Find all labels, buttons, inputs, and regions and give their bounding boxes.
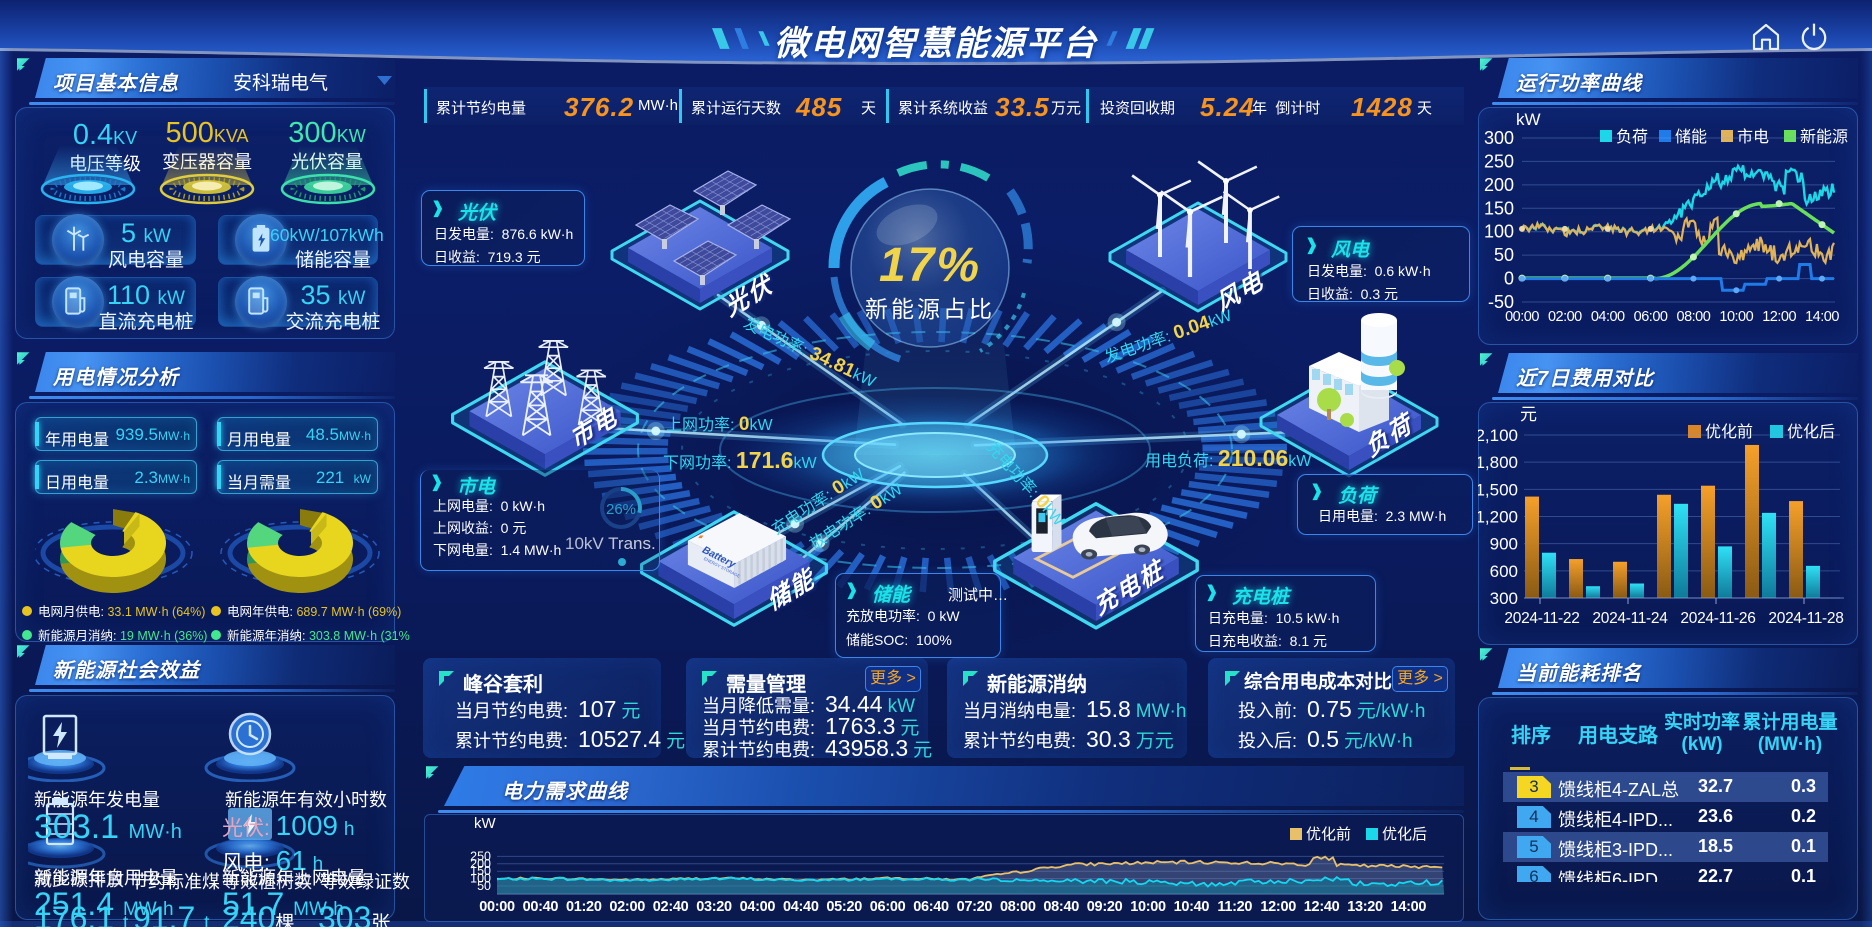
svg-text:14:00: 14:00	[1805, 309, 1839, 325]
svg-text:08:00: 08:00	[1000, 899, 1036, 915]
svg-text:900: 900	[1490, 535, 1518, 554]
svg-text:13:20: 13:20	[1347, 899, 1383, 915]
svg-text:优化前: 优化前	[1306, 826, 1351, 843]
svg-text:10:00: 10:00	[1719, 309, 1753, 325]
svg-text:新能源占比: 新能源占比	[865, 296, 995, 322]
svg-text:-50: -50	[1488, 292, 1514, 312]
svg-text:09:20: 09:20	[1087, 899, 1123, 915]
svg-text:优化后: 优化后	[1787, 423, 1835, 441]
svg-text:12:40: 12:40	[1304, 899, 1340, 915]
svg-text:市电: 市电	[1737, 128, 1769, 146]
svg-text:00:00: 00:00	[479, 899, 515, 915]
svg-text:06:00: 06:00	[1634, 309, 1668, 325]
svg-text:优化前: 优化前	[1705, 423, 1753, 441]
svg-text:00:40: 00:40	[523, 899, 559, 915]
svg-text:02:00: 02:00	[609, 899, 645, 915]
svg-text:06:00: 06:00	[870, 899, 906, 915]
svg-text:负荷: 负荷	[1616, 128, 1648, 146]
svg-text:150: 150	[1484, 198, 1514, 218]
svg-text:250: 250	[470, 849, 491, 863]
svg-text:1,200: 1,200	[1478, 508, 1518, 527]
svg-text:07:20: 07:20	[957, 899, 993, 915]
svg-text:2,100: 2,100	[1478, 426, 1518, 445]
svg-text:00:00: 00:00	[1505, 309, 1539, 325]
svg-text:300: 300	[1490, 589, 1518, 608]
svg-text:02:00: 02:00	[1548, 309, 1582, 325]
svg-text:50: 50	[477, 879, 491, 893]
svg-text:10:00: 10:00	[1130, 899, 1166, 915]
svg-text:10:40: 10:40	[1174, 899, 1210, 915]
svg-text:150: 150	[470, 864, 491, 878]
svg-text:优化后: 优化后	[1382, 826, 1427, 843]
svg-text:600: 600	[1490, 562, 1518, 581]
svg-text:50: 50	[1494, 245, 1514, 265]
svg-text:04:40: 04:40	[783, 899, 819, 915]
svg-text:2024-11-26: 2024-11-26	[1680, 610, 1755, 627]
svg-text:100: 100	[470, 872, 491, 886]
svg-text:2024-11-24: 2024-11-24	[1592, 610, 1668, 627]
svg-text:储能: 储能	[1675, 128, 1707, 146]
svg-text:2024-11-22: 2024-11-22	[1504, 610, 1579, 627]
svg-text:12:00: 12:00	[1260, 899, 1296, 915]
svg-text:14:00: 14:00	[1391, 899, 1427, 915]
svg-text:新能源: 新能源	[1800, 128, 1848, 146]
svg-text:1,800: 1,800	[1478, 453, 1518, 472]
svg-text:03:20: 03:20	[696, 899, 732, 915]
svg-text:200: 200	[1484, 175, 1514, 195]
svg-text:02:40: 02:40	[653, 899, 689, 915]
svg-text:1,500: 1,500	[1478, 480, 1518, 499]
svg-text:100: 100	[1484, 222, 1514, 242]
svg-text:300: 300	[1484, 128, 1514, 148]
svg-text:12:00: 12:00	[1762, 309, 1796, 325]
svg-text:2024-11-28: 2024-11-28	[1768, 610, 1843, 627]
svg-text:01:20: 01:20	[566, 899, 602, 915]
svg-text:06:40: 06:40	[913, 899, 949, 915]
svg-text:kW: kW	[474, 815, 497, 832]
svg-text:11:20: 11:20	[1217, 899, 1252, 915]
svg-text:08:40: 08:40	[1043, 899, 1079, 915]
svg-text:04:00: 04:00	[740, 899, 776, 915]
svg-text:04:00: 04:00	[1591, 309, 1625, 325]
svg-text:200: 200	[470, 857, 491, 871]
svg-text:17%: 17%	[879, 239, 981, 292]
svg-text:05:20: 05:20	[826, 899, 862, 915]
svg-text:0: 0	[1504, 269, 1514, 289]
svg-text:250: 250	[1484, 151, 1514, 171]
svg-text:kW: kW	[1516, 110, 1541, 129]
svg-text:08:00: 08:00	[1677, 309, 1711, 325]
svg-text:元: 元	[1520, 405, 1537, 424]
